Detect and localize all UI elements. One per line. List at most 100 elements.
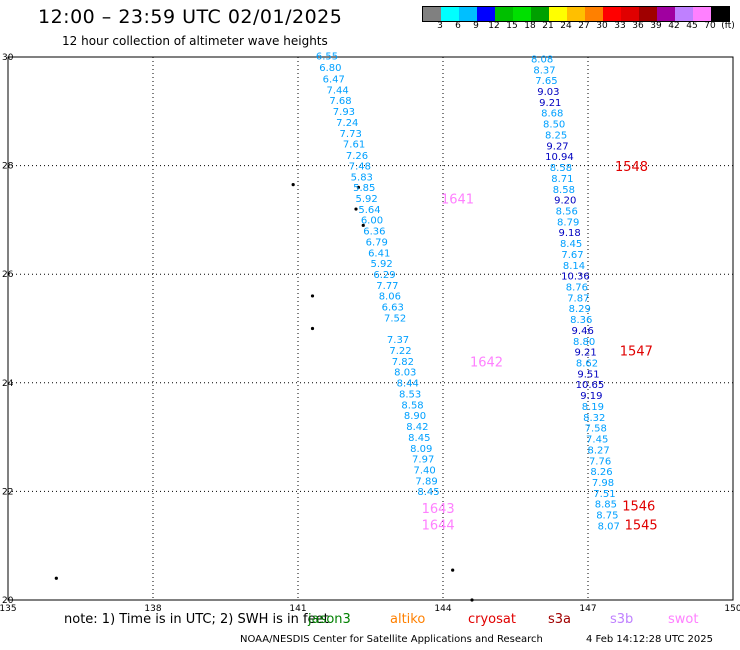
x-tick-label: 141 bbox=[289, 604, 306, 614]
satellite-legend-item: swot bbox=[668, 612, 699, 627]
wave-height-value: 7.22 bbox=[389, 346, 411, 357]
colorbar-label: 33 bbox=[614, 21, 626, 31]
satellite-legend-item: jason3 bbox=[308, 612, 351, 627]
wave-height-value: 7.77 bbox=[376, 281, 398, 292]
wave-height-value: 6.80 bbox=[319, 63, 341, 74]
wave-height-value: 7.87 bbox=[567, 293, 589, 304]
wave-height-value: 6.47 bbox=[323, 75, 345, 86]
colorbar-label: 42 bbox=[668, 21, 680, 31]
colorbar-swatch bbox=[693, 7, 711, 21]
colorbar-label: (ft) bbox=[721, 21, 735, 31]
wave-height-value: 8.68 bbox=[541, 109, 563, 120]
wave-height-value: 7.61 bbox=[343, 140, 365, 151]
wave-height-value: 8.79 bbox=[557, 217, 579, 228]
colorbar-swatch bbox=[711, 7, 729, 21]
x-tick-label: 150 bbox=[724, 604, 740, 614]
chart-subtitle: 12 hour collection of altimeter wave hei… bbox=[62, 34, 328, 48]
island-marker bbox=[356, 185, 361, 189]
wave-height-value: 8.09 bbox=[410, 444, 432, 455]
wave-height-value: 7.97 bbox=[412, 455, 434, 466]
colorbar-label: 45 bbox=[686, 21, 698, 31]
wave-height-value: 9.21 bbox=[539, 98, 561, 109]
wave-height-value: 9.03 bbox=[537, 87, 559, 98]
wave-height-value: 8.42 bbox=[406, 422, 428, 433]
island-marker bbox=[354, 207, 358, 211]
colorbar-label: 21 bbox=[542, 21, 554, 31]
wave-height-value: 8.37 bbox=[533, 65, 555, 76]
wave-height-value: 5.92 bbox=[370, 259, 392, 270]
wave-height-value: 7.58 bbox=[585, 424, 607, 435]
wave-height-value: 8.62 bbox=[576, 359, 598, 370]
wave-height-value: 10.65 bbox=[576, 380, 605, 391]
x-tick-label: 138 bbox=[144, 604, 161, 614]
wave-height-value: 8.45 bbox=[560, 239, 582, 250]
wave-height-value: 10.36 bbox=[561, 272, 590, 283]
colorbar-swatch bbox=[531, 7, 549, 21]
wave-height-value: 7.52 bbox=[384, 313, 406, 324]
wave-height-value: 8.53 bbox=[399, 389, 421, 400]
colorbar-swatch bbox=[603, 7, 621, 21]
wave-height-value: 7.65 bbox=[535, 76, 557, 87]
wave-height-value: 8.36 bbox=[570, 315, 592, 326]
wave-height-value: 7.26 bbox=[346, 151, 368, 162]
map-frame bbox=[7, 56, 734, 601]
wave-height-value: 8.25 bbox=[545, 130, 567, 141]
colorbar-label: 3 bbox=[437, 21, 443, 31]
colorbar-swatch bbox=[639, 7, 657, 21]
pass-time-label: 1641 bbox=[441, 193, 474, 208]
y-tick-label: 28 bbox=[2, 162, 14, 172]
wave-height-value: 8.50 bbox=[543, 120, 565, 131]
wave-height-value: 8.71 bbox=[551, 174, 573, 185]
colorbar-label: 36 bbox=[632, 21, 644, 31]
island-marker bbox=[470, 598, 474, 602]
wave-height-value: 7.40 bbox=[414, 465, 436, 476]
wave-height-value: 7.44 bbox=[327, 85, 349, 96]
wave-height-value: 8.45 bbox=[408, 433, 430, 444]
x-tick-label: 147 bbox=[579, 604, 596, 614]
pass-time-label: 1642 bbox=[470, 356, 503, 371]
colorbar-swatch bbox=[657, 7, 675, 21]
colorbar-label: 6 bbox=[455, 21, 461, 31]
wave-height-value: 7.67 bbox=[561, 250, 583, 261]
wave-height-value: 7.51 bbox=[593, 489, 615, 500]
colorbar-swatch bbox=[567, 7, 585, 21]
colorbar-label: 27 bbox=[578, 21, 590, 31]
wave-height-value: 9.19 bbox=[580, 391, 602, 402]
colorbar-swatch bbox=[549, 7, 567, 21]
wave-height-value: 6.29 bbox=[373, 270, 395, 281]
colorbar-label: 9 bbox=[473, 21, 479, 31]
wave-height-value: 8.56 bbox=[556, 206, 578, 217]
wave-height-value: 7.37 bbox=[387, 335, 409, 346]
wave-height-value: 9.18 bbox=[559, 228, 581, 239]
wave-height-value: 8.58 bbox=[553, 185, 575, 196]
colorbar-label: 18 bbox=[524, 21, 536, 31]
y-tick-label: 24 bbox=[2, 379, 14, 389]
x-tick-label: 144 bbox=[434, 604, 451, 614]
island-marker bbox=[291, 183, 295, 187]
wave-height-value: 9.51 bbox=[577, 369, 599, 380]
satellite-legend-item: s3b bbox=[610, 612, 634, 627]
generated-timestamp: 4 Feb 14:12:28 UTC 2025 bbox=[586, 634, 713, 645]
wave-height-value: 6.41 bbox=[368, 248, 390, 259]
wave-height-value: 9.27 bbox=[546, 141, 568, 152]
y-tick-label: 30 bbox=[2, 53, 14, 63]
wave-height-value: 7.48 bbox=[349, 161, 371, 172]
island-marker bbox=[451, 568, 455, 572]
wave-height-value: 9.46 bbox=[572, 326, 594, 337]
wave-height-value: 7.89 bbox=[415, 476, 437, 487]
island-marker bbox=[361, 223, 365, 227]
wave-height-value: 8.07 bbox=[598, 521, 620, 532]
wave-height-value: 6.63 bbox=[382, 303, 404, 314]
wave-height-value: 7.73 bbox=[340, 129, 362, 140]
wave-height-value: 8.75 bbox=[596, 511, 618, 522]
satellite-legend-item: cryosat bbox=[468, 612, 516, 627]
y-tick-label: 20 bbox=[2, 596, 14, 606]
wave-height-value: 8.03 bbox=[394, 368, 416, 379]
satellite-legend-item: s3a bbox=[548, 612, 572, 627]
wave-height-value: 7.45 bbox=[586, 435, 608, 446]
colorbar-swatch bbox=[675, 7, 693, 21]
wave-height-value: 6.36 bbox=[363, 227, 385, 238]
colorbar-label: 24 bbox=[560, 21, 572, 31]
colorbar-swatch bbox=[423, 7, 441, 21]
